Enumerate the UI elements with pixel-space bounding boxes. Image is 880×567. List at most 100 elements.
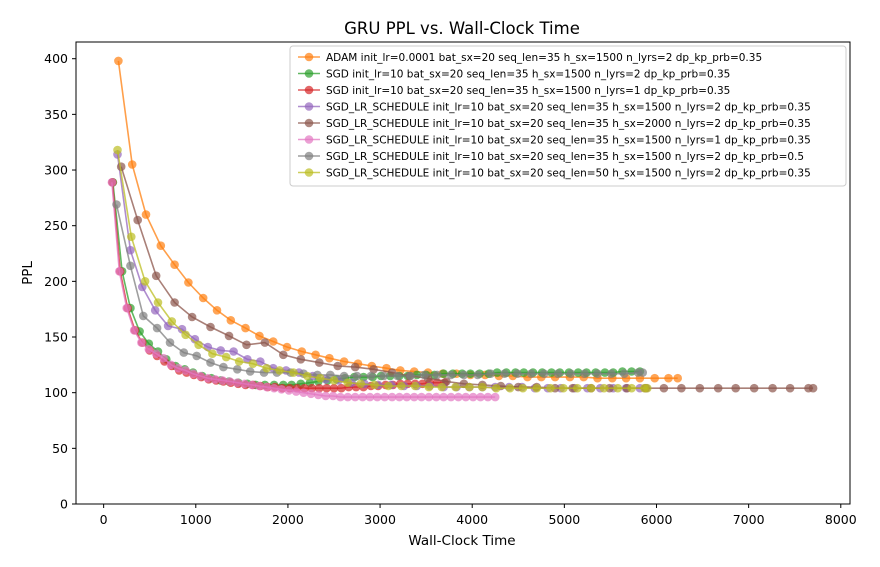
data-point — [384, 381, 393, 391]
legend-item: SGD_LR_SCHEDULE init_lr=10 bat_sx=20 seq… — [298, 167, 811, 179]
data-point — [369, 365, 378, 374]
legend-swatch-marker — [304, 52, 314, 62]
data-point — [659, 383, 669, 393]
x-tick-label: 0 — [100, 512, 108, 527]
y-tick-label: 250 — [44, 218, 68, 233]
y-tick-label: 300 — [44, 163, 68, 178]
data-point — [129, 326, 139, 335]
data-point — [387, 392, 397, 402]
x-tick-label: 7000 — [733, 512, 765, 527]
data-point — [255, 381, 264, 391]
y-tick-label: 0 — [60, 497, 68, 512]
x-tick-label: 5000 — [548, 512, 580, 527]
legend-swatch-marker — [304, 85, 314, 95]
data-point — [465, 382, 474, 392]
chart-title: GRU PPL vs. Wall-Clock Time — [344, 19, 580, 38]
data-point — [359, 372, 368, 382]
data-point — [492, 368, 502, 377]
data-point — [607, 369, 616, 379]
data-point — [137, 338, 146, 347]
data-point — [638, 368, 647, 377]
data-point — [133, 215, 142, 225]
data-point — [328, 391, 338, 401]
data-point — [785, 383, 795, 393]
data-point — [466, 369, 475, 379]
data-point — [165, 338, 175, 347]
y-axis-title: PPL — [20, 261, 36, 285]
data-point — [206, 322, 215, 332]
data-point — [206, 358, 215, 367]
data-point — [370, 380, 379, 390]
data-point — [559, 383, 568, 393]
legend-swatch-marker — [304, 168, 314, 177]
data-point — [393, 371, 402, 381]
data-point — [566, 369, 576, 379]
data-point — [241, 323, 250, 333]
data-point — [255, 357, 265, 366]
data-point — [599, 383, 609, 393]
data-point — [114, 56, 123, 66]
plot-frame — [75, 41, 851, 505]
legend: ADAM init_lr=0.0001 bat_sx=20 seq_len=35… — [289, 45, 847, 187]
data-point — [122, 303, 131, 313]
data-point — [553, 369, 563, 379]
data-point — [196, 371, 205, 381]
legend-item: SGD init_lr=10 bat_sx=20 seq_len=35 h_sx… — [298, 68, 730, 80]
legend-item: SGD_LR_SCHEDULE init_lr=10 bat_sx=20 seq… — [298, 134, 811, 146]
legend-box — [289, 45, 847, 187]
data-point — [478, 382, 487, 392]
data-point — [277, 385, 286, 394]
data-point — [580, 369, 589, 379]
y-tick-label: 200 — [44, 274, 68, 289]
data-point — [247, 380, 257, 390]
data-point — [350, 362, 360, 372]
data-point — [546, 383, 555, 393]
data-point — [473, 370, 483, 380]
data-point — [314, 390, 323, 400]
data-point — [343, 378, 353, 388]
legend-label: SGD_LR_SCHEDULE init_lr=10 bat_sx=20 seq… — [326, 101, 811, 113]
data-point — [491, 383, 501, 393]
data-point — [279, 350, 288, 360]
legend-item: ADAM init_lr=0.0001 bat_sx=20 seq_len=35… — [298, 52, 762, 64]
legend-label: SGD init_lr=10 bat_sx=20 seq_len=35 h_sx… — [326, 85, 730, 97]
data-point — [219, 362, 228, 372]
data-point — [358, 392, 367, 402]
data-point — [731, 383, 740, 393]
data-point — [315, 373, 325, 383]
data-point — [245, 367, 255, 376]
data-point — [620, 369, 629, 379]
data-point — [483, 392, 493, 402]
data-point — [289, 368, 298, 377]
data-point — [613, 383, 623, 393]
data-point — [406, 371, 415, 381]
data-point — [446, 370, 456, 380]
legend-swatch-marker — [304, 118, 314, 128]
data-point — [303, 371, 312, 381]
data-point — [126, 261, 135, 271]
data-point — [233, 365, 242, 374]
data-point — [573, 383, 582, 393]
data-point — [365, 392, 375, 402]
data-point — [432, 370, 442, 380]
data-point — [170, 298, 179, 307]
data-point — [141, 210, 151, 219]
data-point — [366, 371, 376, 381]
legend-label: ADAM init_lr=0.0001 bat_sx=20 seq_len=35… — [326, 52, 762, 64]
legend-label: SGD init_lr=10 bat_sx=20 seq_len=35 h_sx… — [326, 68, 730, 80]
data-point — [397, 381, 406, 391]
data-point — [112, 200, 121, 209]
y-tick-label: 400 — [44, 51, 68, 66]
data-point — [296, 355, 306, 364]
data-point — [513, 369, 522, 379]
series-1 — [114, 56, 682, 383]
data-point — [144, 345, 154, 354]
data-point — [432, 392, 441, 402]
data-point — [643, 383, 652, 393]
data-point — [224, 331, 234, 341]
data-point — [356, 379, 366, 389]
data-point — [299, 388, 308, 398]
data-point — [343, 392, 353, 402]
data-point — [451, 382, 460, 392]
y-tick-label: 150 — [44, 330, 68, 345]
